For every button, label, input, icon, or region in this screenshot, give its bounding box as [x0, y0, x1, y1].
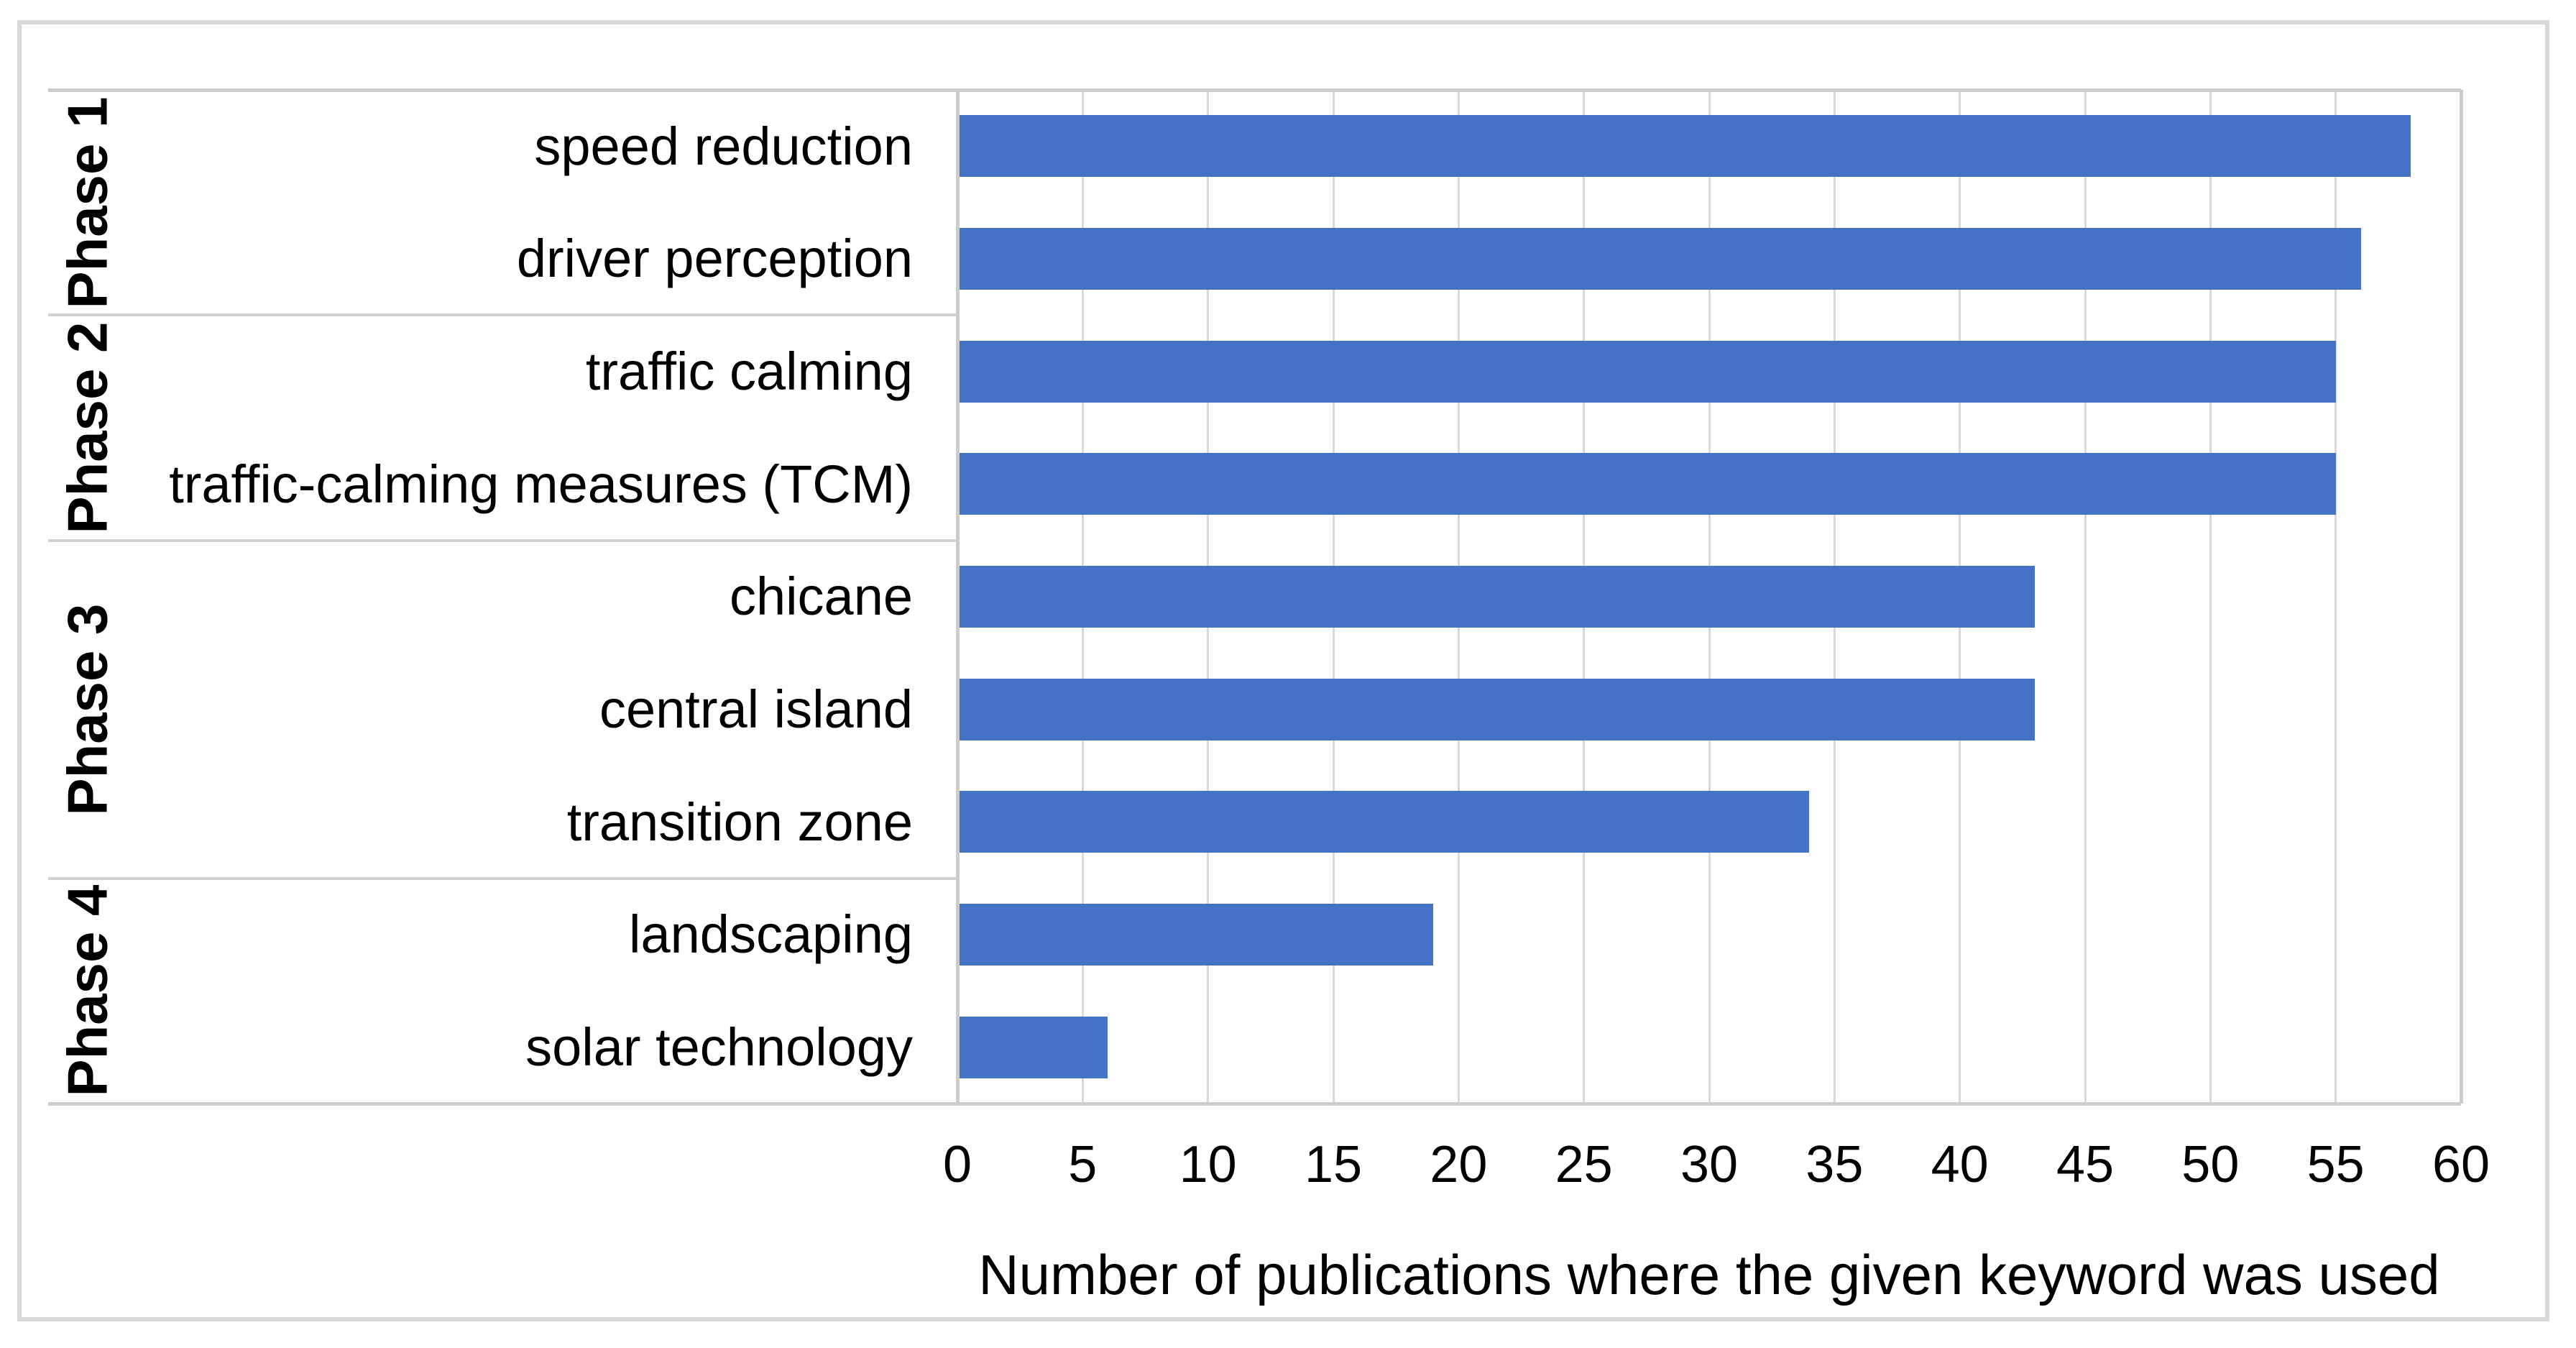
x-tick-label-25: 25	[1555, 1136, 1613, 1193]
category-label: traffic calming	[585, 341, 913, 402]
gridline-45	[2084, 90, 2087, 1104]
phase-label: Phase 3	[55, 603, 119, 816]
bar-solar-technology	[957, 1016, 1108, 1078]
bar-driver-perception	[957, 228, 2361, 290]
category-label: solar technology	[525, 1017, 913, 1078]
y-axis-line	[956, 90, 960, 1104]
x-axis-title: Number of publications where the given k…	[978, 1243, 2440, 1306]
phase-separator	[48, 313, 957, 317]
category-label: speed reduction	[534, 116, 913, 176]
category-label: central island	[599, 679, 913, 740]
x-tick-label-20: 20	[1430, 1136, 1488, 1193]
x-tick-label-30: 30	[1680, 1136, 1739, 1193]
bar-traffic-calming-measures-tcm-	[957, 453, 2336, 515]
x-tick-label-55: 55	[2306, 1136, 2365, 1193]
bar-chicane	[957, 566, 2036, 628]
x-tick-label-10: 10	[1179, 1136, 1237, 1193]
category-label: driver perception	[516, 229, 913, 289]
plot-border-top	[48, 88, 2461, 92]
x-tick-label-15: 15	[1304, 1136, 1363, 1193]
plot-border-right	[2460, 90, 2463, 1104]
gridline-55	[2334, 90, 2337, 1104]
phase-label: Phase 2	[55, 321, 119, 534]
x-tick-label-40: 40	[1931, 1136, 1989, 1193]
gridline-50	[2209, 90, 2212, 1104]
category-label: traffic-calming measures (TCM)	[169, 454, 913, 514]
bar-landscaping	[957, 904, 1434, 966]
x-axis-line	[48, 1102, 2461, 1106]
phase-separator	[48, 538, 957, 542]
phase-label: Phase 1	[55, 96, 119, 309]
phase-label: Phase 4	[55, 884, 119, 1097]
x-tick-label-0: 0	[942, 1136, 972, 1193]
x-tick-label-35: 35	[1806, 1136, 1864, 1193]
x-tick-label-5: 5	[1068, 1136, 1098, 1193]
bar-transition-zone	[957, 791, 1810, 853]
category-label: landscaping	[629, 904, 913, 965]
x-tick-label-45: 45	[2056, 1136, 2115, 1193]
phase-separator	[48, 876, 957, 880]
x-tick-label-50: 50	[2181, 1136, 2240, 1193]
category-label: transition zone	[566, 792, 913, 852]
x-tick-label-60: 60	[2432, 1136, 2490, 1193]
bar-traffic-calming	[957, 340, 2336, 403]
bar-speed-reduction	[957, 115, 2411, 178]
bar-central-island	[957, 678, 2036, 741]
category-label: chicane	[729, 567, 913, 627]
